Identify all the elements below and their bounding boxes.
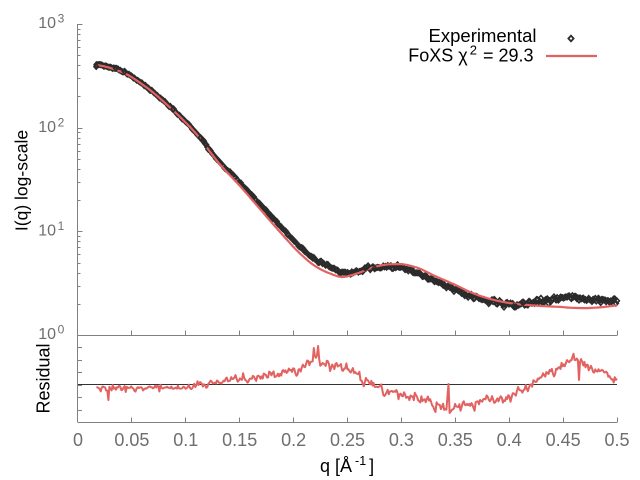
svg-text:2: 2 — [58, 115, 65, 129]
svg-text:0.15: 0.15 — [222, 430, 257, 450]
svg-text:10: 10 — [38, 223, 56, 240]
svg-text:10: 10 — [38, 119, 56, 136]
svg-text:10: 10 — [38, 15, 56, 32]
svg-text:0.3: 0.3 — [389, 430, 414, 450]
svg-text:0.45: 0.45 — [546, 430, 581, 450]
svg-text:Experimental: Experimental — [429, 25, 537, 46]
svg-text:0.35: 0.35 — [438, 430, 473, 450]
svg-text:0.1: 0.1 — [173, 430, 198, 450]
svg-text:0.05: 0.05 — [114, 430, 149, 450]
svg-text:0.25: 0.25 — [330, 430, 365, 450]
svg-text:0.4: 0.4 — [497, 430, 522, 450]
svg-text:I(q) log-scale: I(q) log-scale — [12, 130, 32, 231]
svg-text:1: 1 — [58, 219, 65, 233]
svg-text:0.2: 0.2 — [281, 430, 306, 450]
svg-text:Residual: Residual — [34, 343, 54, 413]
svg-text:10: 10 — [38, 326, 56, 343]
svg-text:3: 3 — [58, 12, 65, 26]
svg-text:0: 0 — [58, 323, 65, 337]
svg-text:FoXS χ2 = 29.3: FoXS χ2 = 29.3 — [408, 43, 533, 66]
svg-text:0.5: 0.5 — [604, 430, 629, 450]
svg-text:0: 0 — [73, 430, 83, 450]
